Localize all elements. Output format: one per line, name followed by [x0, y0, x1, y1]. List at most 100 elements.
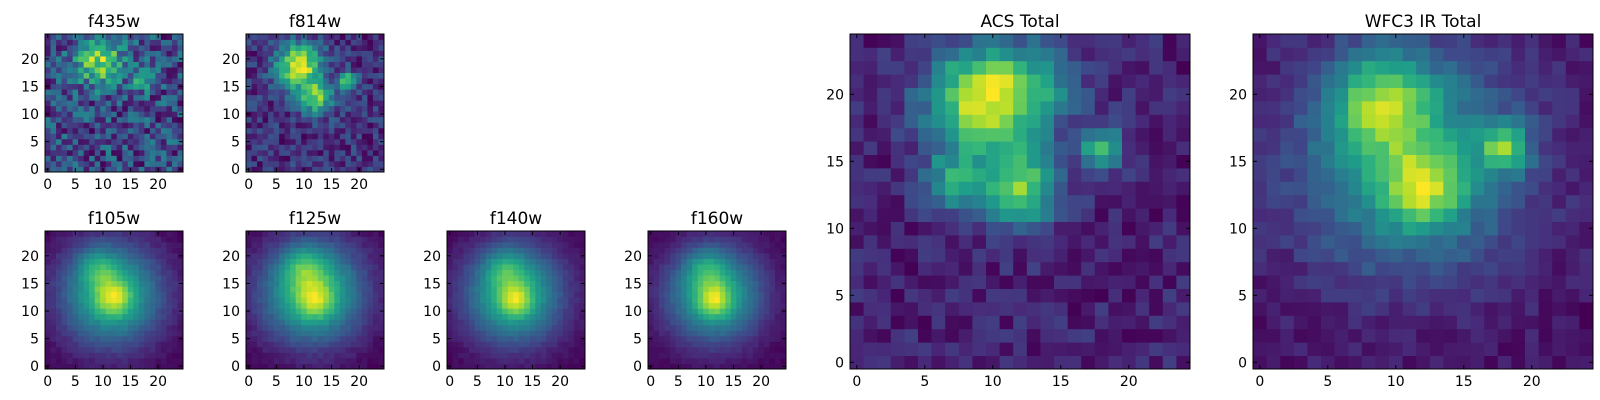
heatmap-cell — [345, 352, 352, 359]
heatmap-cell — [1122, 235, 1136, 249]
heatmap-cell — [697, 236, 704, 243]
heatmap-cell — [1054, 60, 1068, 75]
heatmap-cell — [513, 308, 520, 315]
heatmap-cell — [1108, 60, 1123, 75]
heatmap-cell — [485, 264, 492, 271]
heatmap-cell — [719, 324, 726, 331]
heatmap-cell — [686, 363, 693, 370]
heatmap-cell — [1253, 355, 1267, 370]
heatmap-cell — [863, 74, 878, 88]
axes-frame — [44, 33, 184, 173]
heatmap-cell — [166, 94, 173, 101]
heatmap-cell — [301, 155, 308, 162]
heatmap-cell — [350, 160, 357, 167]
heatmap-cell — [999, 127, 1014, 142]
heatmap-cell — [262, 363, 269, 370]
heatmap-cell — [675, 319, 682, 326]
heatmap-cell — [160, 122, 167, 129]
heatmap-cell — [452, 313, 459, 320]
heatmap-cell — [986, 328, 1000, 343]
heatmap-cell — [945, 315, 960, 330]
heatmap-cell — [122, 297, 129, 304]
heatmap-cell — [83, 133, 90, 140]
heatmap-cell — [747, 247, 754, 254]
heatmap-cell — [251, 319, 258, 326]
heatmap-cell — [94, 155, 101, 162]
heatmap-cell — [323, 352, 330, 359]
heatmap-cell — [317, 335, 324, 342]
heatmap-cell — [774, 308, 781, 315]
heatmap-cell — [111, 166, 118, 173]
heatmap-cell — [61, 50, 68, 57]
heatmap-cell — [171, 319, 178, 326]
heatmap-cell — [78, 297, 85, 304]
heatmap-cell — [56, 83, 62, 90]
heatmap-cell — [736, 357, 743, 364]
heatmap-cell — [177, 127, 184, 134]
heatmap-cell — [361, 116, 368, 123]
heatmap-cell — [670, 297, 676, 304]
heatmap-cell — [72, 111, 79, 118]
heatmap-cell — [491, 335, 498, 342]
heatmap-cell — [958, 302, 973, 316]
heatmap-cell — [171, 45, 178, 51]
heatmap-cell — [67, 144, 73, 151]
heatmap-cell — [138, 61, 145, 68]
heatmap-cell — [763, 352, 770, 359]
heatmap-cell — [56, 50, 62, 57]
heatmap-cell — [339, 236, 346, 243]
heatmap-cell — [972, 342, 987, 356]
heatmap-cell — [1443, 168, 1458, 182]
heatmap-cell — [105, 83, 112, 90]
heatmap-cell — [741, 275, 748, 282]
heatmap-cell — [177, 302, 184, 309]
heatmap-cell — [306, 45, 313, 51]
heatmap-cell — [61, 89, 68, 96]
heatmap-cell — [171, 133, 178, 140]
heatmap-cell — [345, 105, 352, 112]
heatmap-cell — [78, 122, 85, 129]
heatmap-cell — [350, 242, 357, 248]
heatmap-cell — [301, 313, 308, 320]
heatmap-cell — [708, 253, 715, 259]
heatmap-cell — [469, 357, 475, 364]
heatmap-cell — [863, 127, 878, 142]
heatmap-cell — [350, 105, 357, 112]
heatmap-cell — [714, 247, 721, 254]
heatmap-cell — [447, 297, 453, 304]
heatmap-cell — [863, 114, 878, 129]
heatmap-cell — [268, 247, 274, 254]
heatmap-cell — [312, 78, 319, 85]
heatmap-cell — [1081, 355, 1096, 370]
heatmap-cell — [502, 247, 509, 254]
heatmap-cell — [273, 89, 280, 96]
heatmap-cell — [1266, 288, 1281, 303]
heatmap-cell — [295, 160, 302, 167]
heatmap-cell — [133, 127, 140, 134]
heatmap-cell — [306, 34, 313, 40]
heatmap-cell — [1162, 181, 1177, 196]
heatmap-cell — [1122, 194, 1136, 209]
heatmap-cell — [999, 74, 1014, 88]
heatmap-cell — [877, 235, 892, 249]
heatmap-cell — [1162, 194, 1177, 209]
heatmap-cell — [507, 330, 514, 337]
heatmap-cell — [546, 363, 553, 370]
x-tick-label: 20 — [149, 177, 167, 193]
heatmap-cell — [540, 335, 547, 342]
heatmap-cell — [100, 258, 107, 265]
heatmap-cell — [763, 247, 770, 254]
heatmap-cell — [257, 286, 263, 293]
heatmap-cell — [367, 149, 374, 156]
heatmap-cell — [257, 330, 263, 337]
heatmap-cell — [284, 166, 291, 173]
heatmap-cell — [127, 94, 134, 101]
heatmap-cell — [378, 313, 385, 320]
heatmap-cell — [306, 341, 313, 348]
heatmap-cell — [177, 324, 184, 331]
heatmap-cell — [763, 297, 770, 304]
heatmap-cell — [301, 335, 308, 342]
heatmap-cell — [535, 275, 542, 282]
heatmap-cell — [89, 269, 96, 276]
heatmap-cell — [1108, 74, 1123, 88]
